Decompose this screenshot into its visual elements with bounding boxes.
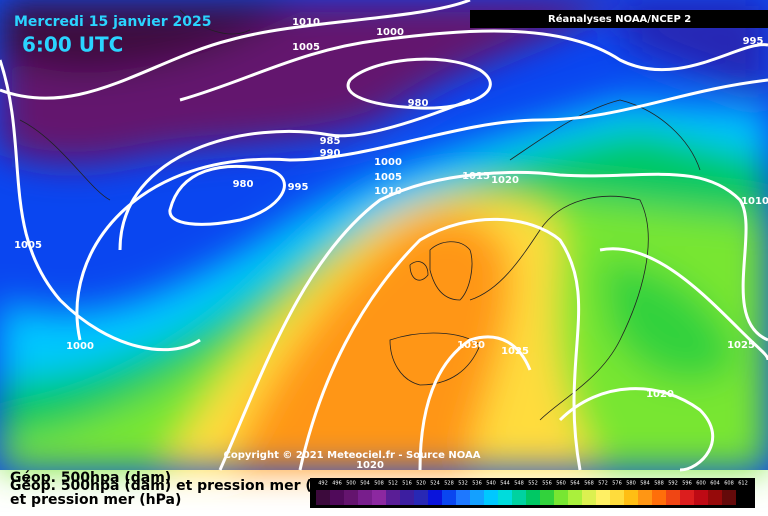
- colorbar-cell: [554, 490, 568, 505]
- colorbar-label: 520: [416, 481, 426, 487]
- colorbar-cell: [316, 490, 330, 505]
- colorbar-cell: [666, 490, 680, 505]
- time: 6:00 UTC: [22, 33, 123, 57]
- isobar-label: 1020: [491, 175, 519, 186]
- colorbar-label: 544: [500, 481, 510, 487]
- isobar-label: 1020: [646, 389, 674, 400]
- colorbar-label: 580: [626, 481, 636, 487]
- coastlines: [19, 9, 701, 421]
- colorbar-label: 604: [710, 481, 720, 487]
- colorbar-cell: [386, 490, 400, 505]
- colorbar-cell: [330, 490, 344, 505]
- isobar-label: 1010: [374, 186, 402, 197]
- legend-line: Géop. 500hpa (dam): [10, 470, 171, 486]
- colorbar-cell: [400, 490, 414, 505]
- colorbar-cell: [582, 490, 596, 505]
- colorbar-label: 600: [696, 481, 706, 487]
- colorbar-label: 584: [640, 481, 650, 487]
- isobar-label: 1000: [376, 27, 404, 38]
- isobar-label: 980: [233, 179, 254, 190]
- colorbar-cell: [442, 490, 456, 505]
- isobar-label: 985: [320, 136, 341, 147]
- colorbar-label: 536: [472, 481, 482, 487]
- isobar-label: 1005: [374, 172, 402, 183]
- colorbar-label: 564: [570, 481, 580, 487]
- isobar-label: 1010: [292, 17, 320, 28]
- colorbar-label: 492: [318, 481, 328, 487]
- colorbar-cell: [414, 490, 428, 505]
- colorbar-label: 608: [724, 481, 734, 487]
- colorbar-cell: [652, 490, 666, 505]
- colorbar-cell: [624, 490, 638, 505]
- colorbar-label: 524: [430, 481, 440, 487]
- colorbar-cell: [344, 490, 358, 505]
- height-field: [0, 0, 768, 471]
- isobar-label: 990: [320, 148, 341, 159]
- colorbar-cell: [428, 490, 442, 505]
- isobar-label: 1005: [292, 42, 320, 53]
- colorbar-cell: [540, 490, 554, 505]
- isobar-label: 1025: [501, 346, 529, 357]
- colorbar-cell: [638, 490, 652, 505]
- isobar-label: 995: [288, 182, 309, 193]
- colorbar-label: 516: [402, 481, 412, 487]
- colorbar-label: 496: [332, 481, 342, 487]
- colorbar-cell: [512, 490, 526, 505]
- colorbar-label: 548: [514, 481, 524, 487]
- legend-line: Géop. 500hpa (dam) et pression mer (hPa): [10, 478, 347, 494]
- colorbar-label: 512: [388, 481, 398, 487]
- colorbar-cell: [484, 490, 498, 505]
- source-banner: [470, 10, 768, 28]
- colorbar-cell: [680, 490, 694, 505]
- colorbar-label: 588: [654, 481, 664, 487]
- colorbar-label: 592: [668, 481, 678, 487]
- colorbar-label: 504: [360, 481, 370, 487]
- colorbar-label: 508: [374, 481, 384, 487]
- colorbar-label: 560: [556, 481, 566, 487]
- colorbar-label: 596: [682, 481, 692, 487]
- colorbar-cell: [456, 490, 470, 505]
- colorbar-cell: [526, 490, 540, 505]
- colorbar-cell: [596, 490, 610, 505]
- colorbar-label: 500: [346, 481, 356, 487]
- colorbar-cell: [722, 490, 736, 505]
- isobar-label: 1000: [374, 157, 402, 168]
- colorbar-label: 612: [738, 481, 748, 487]
- colorbar-cell: [358, 490, 372, 505]
- colorbar-label: 556: [542, 481, 552, 487]
- isobars: [0, 0, 768, 472]
- colorbar-cell: [708, 490, 722, 505]
- isobar-label: 980: [408, 98, 429, 109]
- colorbar: 492 496 500 504 508 512 516 520 524 528 532 536 540 5…: [316, 481, 750, 505]
- colorbar-label: 528: [444, 481, 454, 487]
- colorbar-cell: [498, 490, 512, 505]
- isobar-label: 1015: [462, 171, 490, 182]
- colorbar-cell: [470, 490, 484, 505]
- legend-line: et pression mer (hPa): [10, 492, 181, 508]
- isobar-label: 1030: [457, 340, 485, 351]
- colorbar-cell: [736, 490, 750, 505]
- colorbar-label: 552: [528, 481, 538, 487]
- colorbar-label: 572: [598, 481, 608, 487]
- colorbar-cell: [610, 490, 624, 505]
- colorbar-label: 576: [612, 481, 622, 487]
- copyright: Copyright © 2021 Meteociel.fr - Source N…: [224, 450, 481, 461]
- colorbar-label: 568: [584, 481, 594, 487]
- source: Réanalyses NOAA/NCEP 2: [548, 13, 691, 25]
- isobar-label: 995: [743, 36, 764, 47]
- isobar-label: 1005: [14, 240, 42, 251]
- isobar-label: 1010: [741, 196, 768, 207]
- colorbar-label: 540: [486, 481, 496, 487]
- colorbar-cell: [694, 490, 708, 505]
- colorbar-cell: [568, 490, 582, 505]
- isobar-label: 1000: [66, 341, 94, 352]
- isobar-label: 1020: [356, 460, 384, 471]
- colorbar-cell: [372, 490, 386, 505]
- date: Mercredi 15 janvier 2025: [14, 14, 211, 30]
- colorbar-label: 532: [458, 481, 468, 487]
- isobar-label: 1025: [727, 340, 755, 351]
